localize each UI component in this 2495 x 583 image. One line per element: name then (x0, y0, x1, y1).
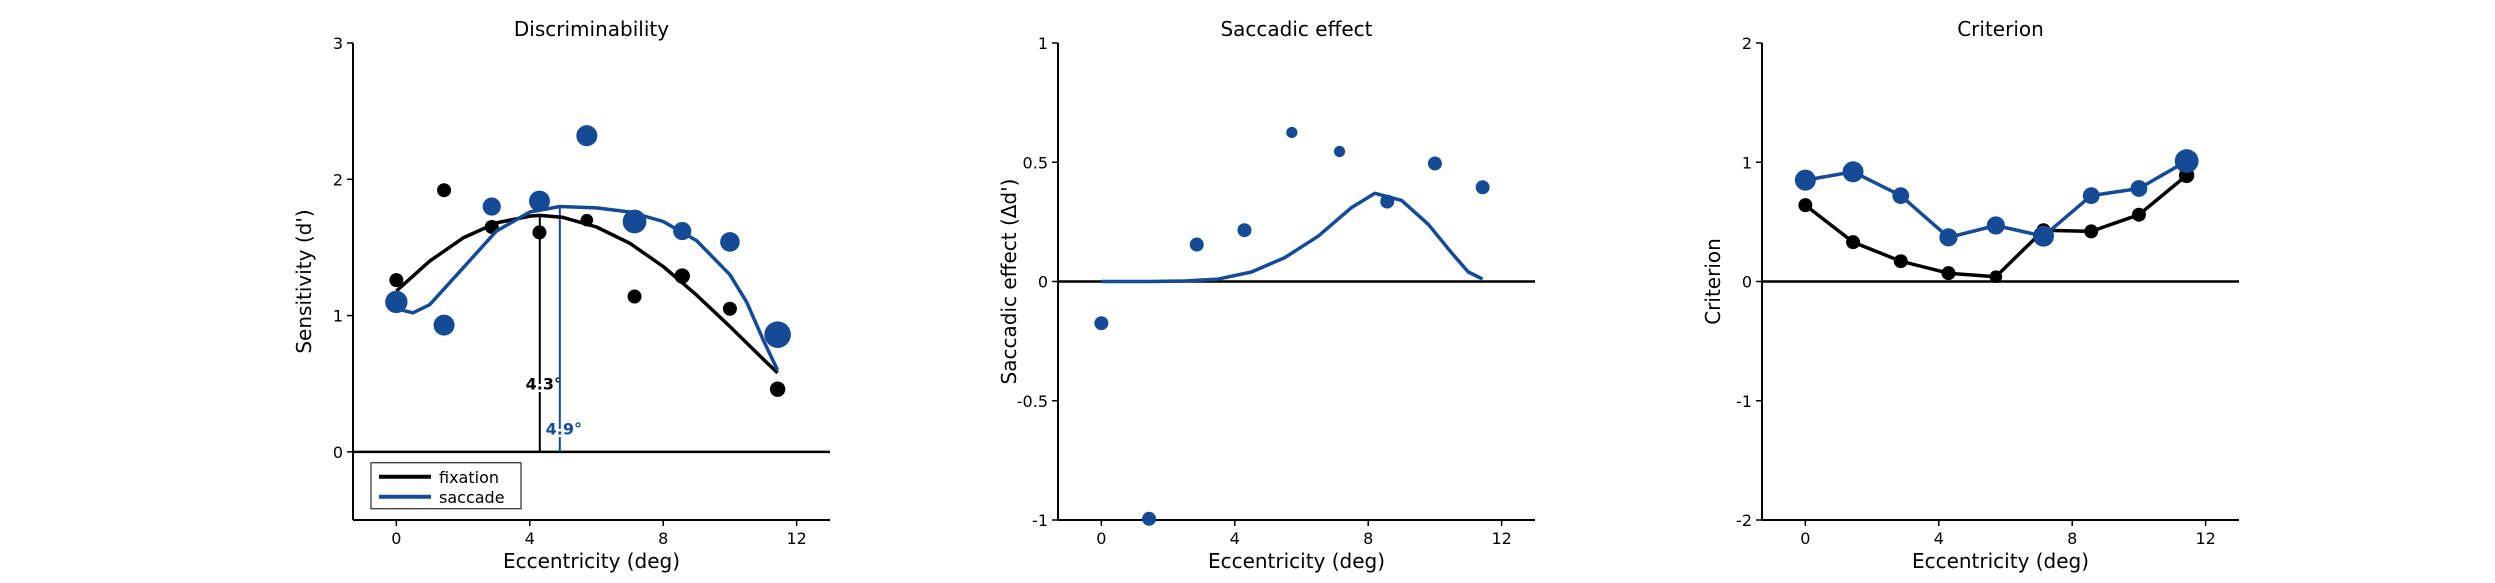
x-tick-label: 8 (658, 529, 668, 548)
data-point-fixation (2084, 224, 2099, 239)
x-axis-label: Eccentricity (deg) (1208, 549, 1385, 573)
data-point-saccade (433, 314, 455, 336)
data-point-fixation (389, 273, 404, 288)
y-axis-label: Criterion (1701, 238, 1725, 325)
y-tick-label: 0 (1038, 273, 1048, 292)
data-point-saccade (1380, 194, 1395, 209)
data-point-saccade (2130, 180, 2148, 197)
data-point-saccade (1094, 316, 1109, 331)
data-point-saccade (1475, 180, 1490, 195)
x-axis-label: Eccentricity (deg) (503, 549, 680, 573)
x-tick-label: 12 (1491, 529, 1511, 548)
data-point-saccade (385, 290, 408, 314)
data-point-fixation (1893, 254, 1908, 269)
data-point-saccade (720, 232, 740, 252)
data-point-saccade (482, 197, 501, 216)
data-point-saccade (622, 209, 647, 234)
data-point-saccade (576, 125, 598, 147)
legend-label-saccade: saccade (439, 488, 505, 507)
data-point-fixation (769, 381, 786, 397)
y-tick-label: 0.5 (1023, 153, 1048, 172)
data-point-saccade (1142, 511, 1157, 526)
x-tick-label: 0 (1800, 529, 1810, 548)
x-tick-label: 4 (1934, 529, 1944, 548)
x-tick-label: 12 (786, 529, 806, 548)
y-tick-label: 1 (1742, 153, 1752, 172)
data-point-saccade (528, 190, 550, 212)
y-tick-label: -1 (1032, 511, 1048, 530)
x-axis-label: Eccentricity (deg) (1912, 549, 2089, 573)
peak-label-saccade: 4.9° (546, 420, 582, 439)
y-tick-label: 0 (333, 443, 343, 462)
legend-label-fixation: fixation (439, 468, 499, 487)
data-point-fixation (627, 289, 642, 304)
data-point-saccade (1794, 169, 1816, 191)
data-point-fixation (437, 183, 452, 198)
x-tick-label: 0 (1096, 529, 1106, 548)
data-point-saccade (1892, 187, 1910, 205)
x-tick-label: 8 (1363, 529, 1373, 548)
y-tick-label: -0.5 (1017, 392, 1048, 411)
data-point-saccade (1842, 161, 1864, 183)
y-tick-label: 1 (1038, 34, 1048, 53)
y-axis-label: Saccadic effect (Δd') (997, 179, 1021, 385)
fit-curve-fixation (395, 213, 779, 375)
x-tick-label: 8 (2067, 529, 2077, 548)
chart-panel-2: Saccadic effect 0 4 8 12 -1 -0.5 0 0.5 1 Eccentric… (997, 17, 1535, 573)
data-point-saccade (1333, 145, 1346, 158)
chart-title: Criterion (1957, 17, 2044, 41)
x-tick-label: 12 (2195, 529, 2215, 548)
legend (370, 462, 522, 510)
chart-title: Saccadic effect (1220, 17, 1372, 41)
data-point-saccade (1427, 156, 1442, 171)
y-tick-label: -2 (1736, 511, 1752, 530)
data-point-fixation (1798, 198, 1813, 213)
y-axis-label: Sensitivity (d') (292, 209, 316, 353)
data-point-fixation (532, 225, 547, 240)
data-point-fixation (1989, 270, 2003, 284)
data-point-fixation (1941, 266, 1956, 281)
data-point-saccade (2033, 225, 2055, 247)
data-point-fixation (2131, 207, 2146, 222)
y-tick-label: -1 (1736, 392, 1752, 411)
chart-title: Discriminability (514, 17, 669, 41)
y-tick-label: 2 (1742, 34, 1752, 53)
data-point-fixation (580, 213, 594, 227)
data-point-saccade (764, 321, 791, 348)
data-point-saccade (1986, 216, 2005, 235)
data-point-fixation (674, 268, 690, 284)
y-tick-label: 2 (333, 170, 343, 189)
data-point-fixation (1846, 235, 1861, 250)
data-point-saccade (2082, 187, 2100, 205)
data-point-saccade (2174, 149, 2199, 173)
data-point-saccade (1189, 237, 1204, 252)
data-point-saccade (1286, 126, 1298, 139)
peak-label-fixation: 4.3° (526, 375, 562, 394)
fit-curve-saccade (395, 204, 780, 371)
data-point-saccade (673, 221, 692, 241)
x-tick-label: 4 (1230, 529, 1240, 548)
x-tick-label: 0 (391, 529, 401, 548)
data-point-saccade (1939, 228, 1958, 247)
y-tick-label: 0 (1742, 273, 1752, 292)
y-tick-label: 1 (333, 307, 343, 326)
y-tick-label: 3 (333, 34, 343, 53)
fit-curve-saccade (1101, 191, 1484, 284)
data-point-saccade (1237, 223, 1252, 238)
data-point-fixation (722, 301, 737, 316)
x-tick-label: 4 (525, 529, 535, 548)
